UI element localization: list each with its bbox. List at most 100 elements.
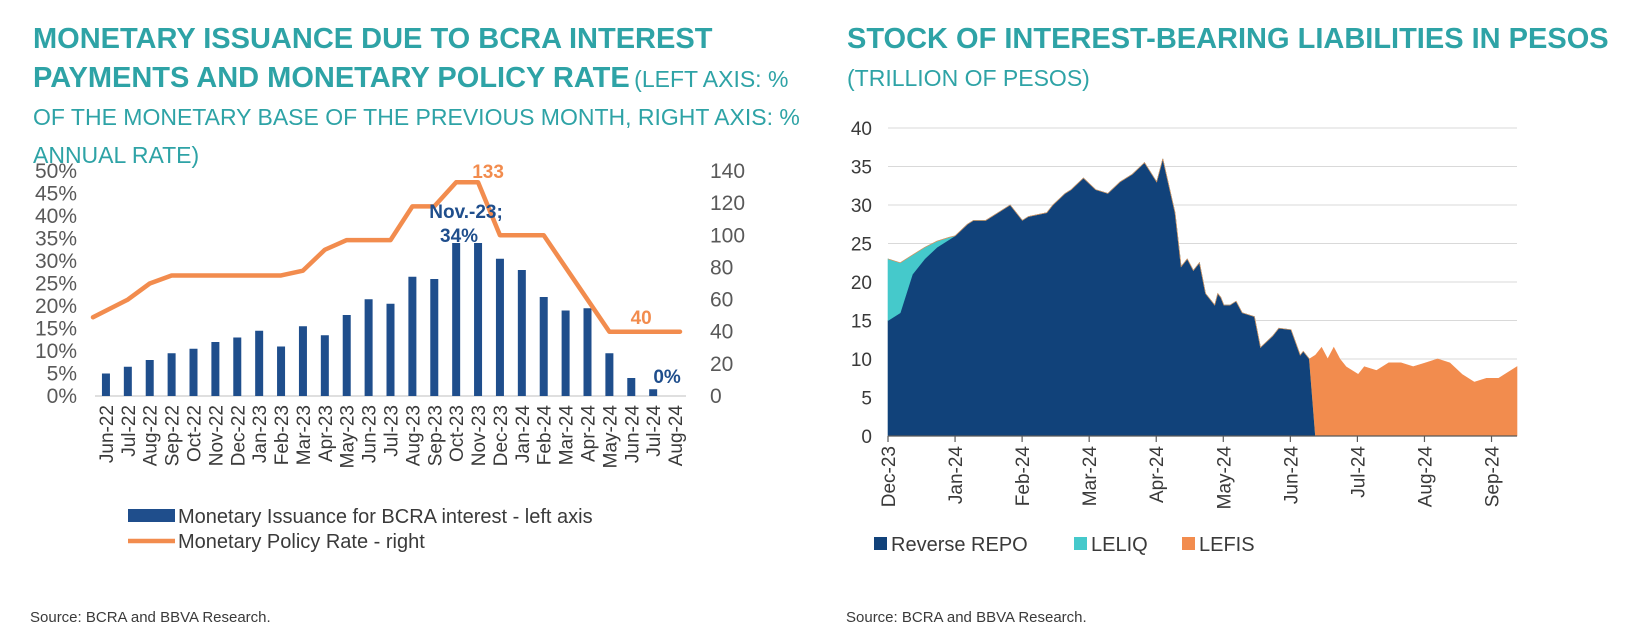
left-x-tick-label: Feb-24 bbox=[535, 405, 556, 466]
issuance-bar bbox=[627, 378, 636, 396]
left-x-tick-label: Sep-23 bbox=[425, 405, 446, 466]
issuance-bar bbox=[255, 330, 264, 396]
right-y-tick-label: 140 bbox=[710, 160, 745, 183]
left-x-tick-label: Mar-24 bbox=[557, 405, 578, 466]
left-x-tick-label: May-24 bbox=[600, 405, 621, 469]
left-y-tick-label: 15% bbox=[35, 318, 77, 341]
left-y-tick-label: 5% bbox=[47, 363, 77, 386]
left-y-tick-label: 10% bbox=[35, 340, 77, 363]
issuance-bar bbox=[495, 258, 504, 396]
issuance-bar bbox=[561, 310, 570, 396]
right-y-tick-label: 40 bbox=[710, 321, 733, 344]
legend-leliq-label: LELIQ bbox=[1091, 534, 1148, 556]
issuance-bar bbox=[123, 366, 132, 396]
issuance-bar bbox=[277, 346, 286, 396]
left-y-tick-label: 30% bbox=[35, 250, 77, 273]
left-y-tick-label: 45% bbox=[35, 183, 77, 206]
annotation-policy-peak: 133 bbox=[472, 162, 504, 183]
left-x-tick-label: Dec-23 bbox=[491, 405, 512, 466]
right-x-tick-label: Apr-24 bbox=[1147, 446, 1168, 503]
right-x-tick-label: Dec-23 bbox=[879, 446, 900, 507]
left-y-tick-label: 20% bbox=[35, 295, 77, 318]
right-x-tick-label: Aug-24 bbox=[1415, 446, 1436, 508]
right-chart-title: STOCK OF INTEREST-BEARING LIABILITIES IN… bbox=[847, 22, 1627, 99]
right-y-tick-label: 0 bbox=[861, 427, 872, 448]
issuance-bar bbox=[430, 279, 439, 396]
right-x-tick-label: Feb-24 bbox=[1013, 446, 1034, 507]
left-x-tick-label: Jan-23 bbox=[250, 405, 271, 463]
legend-policy-label: Monetary Policy Rate - right bbox=[178, 531, 425, 553]
issuance-bar bbox=[364, 299, 373, 396]
left-chart-source: Source: BCRA and BBVA Research. bbox=[30, 609, 271, 626]
left-x-tick-label: May-23 bbox=[338, 405, 359, 468]
right-y-tick-label: 35 bbox=[851, 158, 872, 179]
issuance-bar bbox=[233, 337, 242, 396]
left-y-tick-label: 40% bbox=[35, 205, 77, 228]
left-x-tick-label: Jul-24 bbox=[644, 405, 665, 457]
left-x-tick-label: Jul-22 bbox=[119, 405, 140, 457]
left-x-tick-label: Aug-24 bbox=[666, 405, 687, 467]
issuance-bar bbox=[649, 389, 658, 396]
left-x-tick-label: Apr-23 bbox=[316, 405, 337, 462]
left-y-tick-label: 25% bbox=[35, 273, 77, 296]
issuance-bar bbox=[517, 270, 526, 396]
issuance-bar bbox=[342, 315, 351, 396]
right-y-tick-label: 5 bbox=[861, 389, 872, 410]
right-y-tick-label: 25 bbox=[851, 235, 872, 256]
left-x-tick-label: Jun-23 bbox=[360, 405, 381, 463]
right-y-tick-label: 120 bbox=[710, 192, 745, 215]
right-y-tick-label: 20 bbox=[851, 273, 872, 294]
right-y-tick-label: 100 bbox=[710, 224, 745, 247]
left-y-tick-label: 35% bbox=[35, 228, 77, 251]
issuance-bar bbox=[211, 342, 220, 396]
legend-issuance-swatch bbox=[128, 509, 175, 522]
left-x-tick-label: Jun-24 bbox=[622, 405, 643, 464]
issuance-bar bbox=[474, 243, 483, 396]
right-y-tick-label: 15 bbox=[851, 312, 872, 333]
issuance-bar bbox=[320, 335, 329, 396]
annotation-bar-last: 0% bbox=[653, 367, 681, 388]
issuance-bar bbox=[408, 276, 417, 396]
left-x-tick-label: Aug-22 bbox=[141, 405, 162, 466]
right-y-tick-label: 80 bbox=[710, 256, 733, 279]
right-chart-panel: STOCK OF INTEREST-BEARING LIABILITIES IN… bbox=[830, 0, 1651, 633]
area-lefis bbox=[887, 158, 1518, 437]
annotation-bar-peak-value: 34% bbox=[440, 226, 478, 247]
left-x-tick-label: Feb-23 bbox=[272, 405, 293, 465]
right-y-tick-label: 40 bbox=[851, 119, 872, 140]
right-x-tick-label: Jul-24 bbox=[1348, 446, 1369, 498]
issuance-bar bbox=[539, 297, 548, 396]
issuance-bar bbox=[101, 373, 110, 396]
right-chart-source: Source: BCRA and BBVA Research. bbox=[846, 609, 1087, 626]
right-y-tick-label: 30 bbox=[851, 196, 872, 217]
legend-lefis-swatch bbox=[1182, 537, 1195, 550]
legend-reverse-repo-swatch bbox=[874, 537, 887, 550]
legend-issuance-label: Monetary Issuance for BCRA interest - le… bbox=[178, 506, 593, 528]
issuance-bar bbox=[583, 308, 592, 396]
annotation-bar-peak-date: Nov.-23; bbox=[429, 202, 503, 223]
issuance-bar bbox=[298, 326, 307, 396]
annotation-policy-last: 40 bbox=[631, 308, 652, 329]
right-x-tick-label: Mar-24 bbox=[1080, 446, 1101, 507]
left-chart-title: MONETARY ISSUANCE DUE TO BCRA INTEREST P… bbox=[33, 22, 803, 176]
right-chart-title-light: (TRILLION OF PESOS) bbox=[847, 65, 1090, 91]
legend-leliq-swatch bbox=[1074, 537, 1087, 550]
left-chart-title-light: (LEFT AXIS: % OF THE MONETARY BASE OF TH… bbox=[33, 66, 800, 168]
left-chart-title-bold: MONETARY ISSUANCE DUE TO BCRA INTEREST P… bbox=[33, 23, 713, 94]
left-x-tick-label: Jan-24 bbox=[513, 405, 534, 464]
issuance-bar bbox=[167, 353, 176, 396]
left-x-tick-label: Jul-23 bbox=[382, 405, 403, 457]
right-x-tick-label: Sep-24 bbox=[1483, 446, 1504, 508]
left-y-tick-label: 50% bbox=[35, 160, 77, 183]
left-chart-svg: 0%5%10%15%20%25%30%35%40%45%50%020406080… bbox=[35, 160, 745, 553]
right-x-tick-label: Jan-24 bbox=[946, 446, 967, 505]
right-y-tick-label: 0 bbox=[710, 385, 722, 408]
left-x-tick-label: Mar-23 bbox=[294, 405, 315, 465]
left-x-tick-label: Apr-24 bbox=[579, 405, 600, 462]
left-x-tick-label: Nov-22 bbox=[206, 405, 227, 466]
issuance-bar bbox=[386, 303, 395, 396]
right-x-tick-label: Jun-24 bbox=[1281, 446, 1302, 505]
issuance-bar bbox=[145, 360, 154, 396]
issuance-bar bbox=[189, 348, 198, 396]
right-x-tick-label: May-24 bbox=[1214, 446, 1235, 510]
